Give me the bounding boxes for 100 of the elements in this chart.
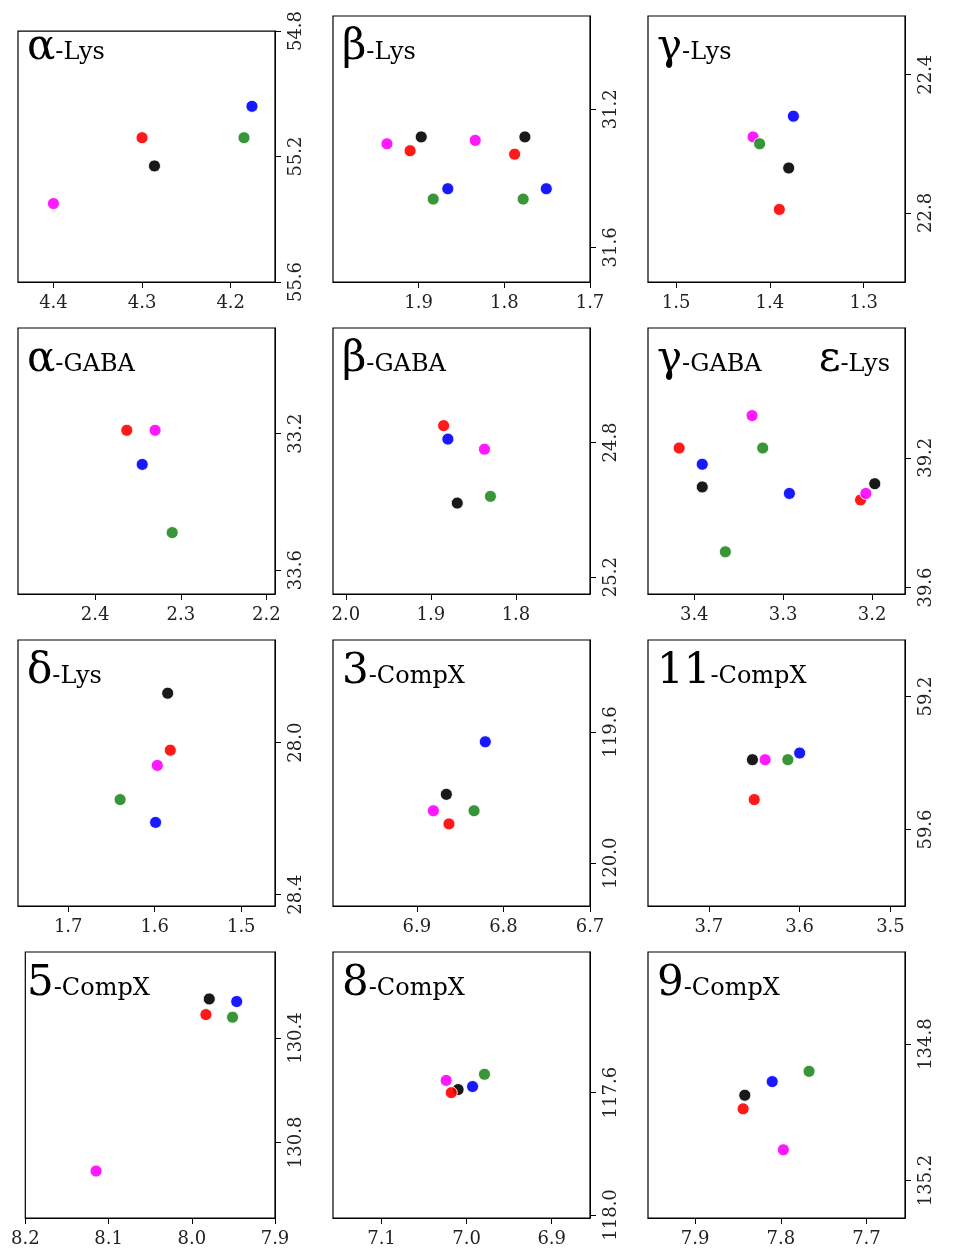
point xyxy=(508,147,522,161)
y-tick-label: 55.2 xyxy=(283,136,305,177)
point xyxy=(426,804,440,818)
x-tick-label: 3.3 xyxy=(768,602,798,624)
y-tick-label: 31.2 xyxy=(598,89,620,130)
x-tick-label: 8.1 xyxy=(94,1226,123,1248)
y-tick-label: 22.4 xyxy=(913,54,935,95)
x-tick-label: 6.7 xyxy=(575,914,605,936)
point xyxy=(516,192,530,206)
y-tick-label: 120.0 xyxy=(598,837,620,890)
point xyxy=(539,182,553,196)
x-tick-label: 1.6 xyxy=(140,914,170,936)
x-tick-label: 3.4 xyxy=(679,602,709,624)
y-tick-label: 55.6 xyxy=(283,261,305,303)
x-tick-label: 1.5 xyxy=(226,914,256,936)
y-tick-label: 134.8 xyxy=(913,1018,935,1070)
point xyxy=(441,432,455,446)
x-tick-label: 8.2 xyxy=(10,1226,40,1248)
point xyxy=(89,1164,103,1178)
point xyxy=(776,1143,790,1157)
point xyxy=(738,1088,752,1102)
chart-title: δ-Lys xyxy=(27,643,102,693)
chart-title: β-GABA xyxy=(342,331,447,381)
point xyxy=(230,995,244,1009)
point xyxy=(718,545,732,559)
y-tick-label: 130.4 xyxy=(283,1012,305,1064)
x-tick-label: 1.4 xyxy=(755,290,785,312)
point xyxy=(150,758,164,772)
x-tick-label: 4.4 xyxy=(39,290,68,312)
point xyxy=(403,144,417,158)
point xyxy=(450,496,464,510)
point xyxy=(868,477,882,491)
chart-title: α-GABA xyxy=(27,331,136,381)
point xyxy=(442,817,456,831)
y-tick-label: 59.2 xyxy=(913,676,935,717)
x-tick-label: 1.7 xyxy=(575,290,605,312)
point xyxy=(437,419,451,433)
point xyxy=(135,457,149,471)
point xyxy=(745,753,759,767)
point xyxy=(786,109,800,123)
y-tick-label: 118.0 xyxy=(598,1189,620,1241)
x-tick-label: 7.7 xyxy=(852,1226,881,1248)
x-tick-label: 7.9 xyxy=(260,1226,290,1248)
x-tick-label: 4.2 xyxy=(216,290,246,312)
chart-title: 11-CompX xyxy=(657,643,807,693)
x-tick-label: 3.7 xyxy=(694,914,724,936)
point xyxy=(765,1075,779,1089)
annotation: ε-Lys xyxy=(818,331,890,381)
point xyxy=(695,457,709,471)
point xyxy=(802,1064,816,1078)
y-tick-label: 39.6 xyxy=(913,567,935,608)
point xyxy=(426,192,440,206)
point xyxy=(736,1102,750,1116)
y-tick-label: 22.8 xyxy=(913,192,935,233)
point xyxy=(46,197,60,211)
point xyxy=(478,735,492,749)
point xyxy=(747,793,761,807)
chart-title: 9-CompX xyxy=(657,955,780,1005)
point xyxy=(113,793,127,807)
point xyxy=(441,182,455,196)
point xyxy=(245,99,259,113)
point xyxy=(782,486,796,500)
point xyxy=(163,743,177,757)
point xyxy=(753,137,767,151)
point xyxy=(149,815,163,829)
point xyxy=(468,133,482,147)
y-tick-label: 117.6 xyxy=(598,1066,620,1119)
x-tick-label: 4.3 xyxy=(127,290,157,312)
x-tick-label: 2.4 xyxy=(80,602,110,624)
point xyxy=(148,423,162,437)
x-tick-label: 1.8 xyxy=(501,602,531,624)
y-tick-label: 33.6 xyxy=(283,550,305,591)
chart-title: 8-CompX xyxy=(342,955,465,1005)
x-tick-label: 6.8 xyxy=(489,914,518,936)
point xyxy=(518,130,532,144)
x-tick-label: 2.2 xyxy=(252,602,281,624)
chart-title: β-Lys xyxy=(342,19,416,69)
point xyxy=(695,480,709,494)
point xyxy=(772,202,786,216)
y-tick-label: 28.4 xyxy=(283,874,305,915)
y-tick-label: 130.8 xyxy=(283,1116,305,1169)
y-tick-label: 24.8 xyxy=(598,422,620,463)
point xyxy=(161,686,175,700)
point xyxy=(439,787,453,801)
point xyxy=(414,130,428,144)
x-tick-label: 1.9 xyxy=(416,602,446,624)
point xyxy=(380,137,394,151)
y-tick-label: 54.8 xyxy=(283,11,305,52)
point xyxy=(483,489,497,503)
point xyxy=(756,441,770,455)
x-tick-label: 3.5 xyxy=(876,914,905,936)
x-tick-label: 7.1 xyxy=(367,1226,396,1248)
point xyxy=(467,804,481,818)
point xyxy=(758,753,772,767)
point xyxy=(202,992,216,1006)
y-tick-label: 119.6 xyxy=(598,706,620,758)
point xyxy=(781,753,795,767)
point xyxy=(237,131,251,145)
y-tick-label: 31.6 xyxy=(598,227,620,268)
x-tick-label: 6.9 xyxy=(402,914,432,936)
